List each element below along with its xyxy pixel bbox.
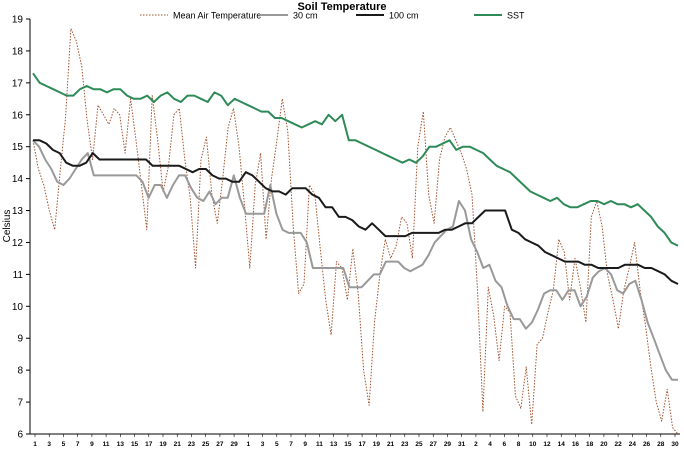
legend: Mean Air Temperature 30 cm 100 cm SST [140,11,525,21]
x-tick-label: 1 [33,441,37,448]
y-tick-label: 16 [12,110,24,121]
x-tick-label: 2 [474,441,478,448]
chart-title: Soil Temperature [297,1,386,13]
axes [29,19,680,435]
x-tick-label: 6 [503,441,507,448]
x-tick-label: 16 [572,441,580,448]
y-tick-label: 18 [12,46,24,57]
x-tick-label: 23 [188,441,196,448]
x-tick-label: 11 [316,441,323,448]
x-tick-label: 19 [159,441,167,448]
x-tick-label: 10 [529,441,537,448]
y-tick-label: 12 [12,238,24,249]
x-tick-label: 9 [90,441,94,448]
x-tick-label: 26 [643,441,651,448]
x-tick-label: 4 [488,441,492,448]
y-tick-label: 19 [12,15,24,26]
x-tick-label: 21 [387,441,395,448]
x-tick-label: 3 [261,441,265,448]
x-tick-label: 9 [303,441,307,448]
x-tick-label: 20 [600,441,608,448]
x-tick-label: 25 [202,441,210,448]
y-tick-label: 6 [17,430,23,441]
x-tick-label: 1 [247,441,251,448]
x-tick-label: 13 [330,441,338,448]
x-tick-label: 12 [543,441,551,448]
y-tick-label: 13 [12,206,24,217]
legend-label: SST [507,11,525,21]
x-tick-label: 15 [344,441,352,448]
y-axis-ticks: 6 7 8 9 10 11 12 13 14 15 16 17 18 19 [12,15,30,441]
x-tick-label: 30 [671,441,679,448]
x-tick-label: 5 [62,441,66,448]
x-tick-label: 23 [401,441,409,448]
x-tick-label: 18 [586,441,594,448]
series-line-2 [32,139,678,381]
x-tick-label: 27 [430,441,438,448]
x-tick-label: 24 [629,441,637,448]
x-tick-label: 21 [174,441,182,448]
x-tick-label: 13 [117,441,125,448]
y-tick-label: 9 [17,334,23,345]
x-tick-label: 28 [657,441,665,448]
x-axis-ticks: 1 3 5 7 9 11 13 15 17 19 21 23 25 27 29 1 3 5 7 9 11 13 15 17 19… [33,434,679,448]
x-tick-label: 14 [558,441,566,448]
x-tick-label: 25 [415,441,423,448]
legend-label: Mean Air Temperature [173,11,261,21]
series-line-3 [33,139,679,285]
y-axis-label: Celsius [2,210,13,243]
x-tick-label: 29 [444,441,452,448]
x-tick-label: 15 [131,441,139,448]
legend-label: 30 cm [293,11,318,21]
x-tick-label: 8 [517,441,521,448]
y-tick-label: 8 [17,366,23,377]
x-tick-label: 3 [47,441,51,448]
x-tick-label: 7 [76,441,80,448]
series-line-4 [32,72,679,247]
y-tick-label: 15 [12,142,24,153]
x-tick-label: 29 [230,441,238,448]
x-tick-label: 7 [289,441,293,448]
y-tick-label: 10 [12,302,24,313]
x-tick-label: 11 [103,441,110,448]
legend-label: 100 cm [389,11,419,21]
y-tick-label: 14 [12,174,24,185]
y-tick-label: 7 [17,398,23,409]
x-tick-label: 17 [145,441,153,448]
y-tick-label: 17 [12,78,24,89]
series-line-1 [32,28,679,435]
x-tick-label: 19 [373,441,381,448]
x-tick-label: 22 [614,441,622,448]
x-tick-label: 31 [458,441,466,448]
x-tick-label: 27 [216,441,224,448]
x-tick-label: 17 [358,441,366,448]
y-tick-label: 11 [13,270,24,281]
series-lines [32,28,679,435]
x-tick-label: 5 [275,441,279,448]
